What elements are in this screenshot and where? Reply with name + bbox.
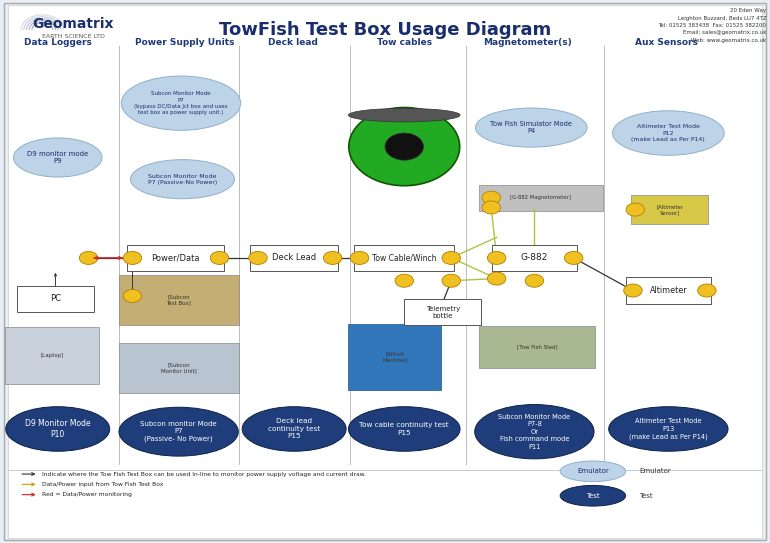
- Text: Subcon Monitor Mode
P7
(bypass DC/Data Jct box and uses
test box as power supply: Subcon Monitor Mode P7 (bypass DC/Data J…: [134, 91, 228, 115]
- Circle shape: [442, 274, 460, 287]
- Text: Indicate where the Tow Fish Test Box can be used In-line to monitor power supply: Indicate where the Tow Fish Test Box can…: [42, 471, 367, 477]
- Text: Emulator: Emulator: [639, 468, 671, 475]
- Text: Deck Lead: Deck Lead: [272, 254, 316, 262]
- FancyBboxPatch shape: [4, 3, 766, 540]
- Circle shape: [487, 251, 506, 264]
- Ellipse shape: [130, 160, 234, 199]
- FancyBboxPatch shape: [492, 245, 577, 271]
- FancyBboxPatch shape: [119, 343, 239, 393]
- Circle shape: [79, 251, 98, 264]
- Circle shape: [395, 274, 413, 287]
- Circle shape: [350, 251, 369, 264]
- Ellipse shape: [560, 461, 625, 482]
- Circle shape: [323, 251, 342, 264]
- Ellipse shape: [613, 111, 725, 155]
- Circle shape: [626, 203, 644, 216]
- Text: Subcon Monitor Mode
P7-8
Or
Fish command mode
P11: Subcon Monitor Mode P7-8 Or Fish command…: [498, 414, 571, 450]
- Text: Subcon Monitor Mode
P7 (Passive-No Power): Subcon Monitor Mode P7 (Passive-No Power…: [148, 174, 217, 185]
- Text: Test: Test: [586, 493, 600, 499]
- Text: 20 Eden Way
Leighton Buzzard, Beds LU7 4TZ
Tel: 01525 383438  Fax: 01525 382200
: 20 Eden Way Leighton Buzzard, Beds LU7 4…: [658, 8, 766, 43]
- Circle shape: [385, 133, 424, 160]
- FancyBboxPatch shape: [626, 277, 711, 304]
- Ellipse shape: [474, 405, 594, 459]
- FancyBboxPatch shape: [8, 5, 762, 470]
- Ellipse shape: [5, 407, 109, 451]
- Circle shape: [525, 274, 544, 287]
- Ellipse shape: [14, 138, 102, 177]
- FancyBboxPatch shape: [119, 275, 239, 325]
- Text: Data Loggers: Data Loggers: [24, 38, 92, 47]
- Text: [Subcon
Monitor Unit]: [Subcon Monitor Unit]: [161, 363, 196, 373]
- Ellipse shape: [560, 485, 625, 506]
- Text: [G-882 Magnetometer]: [G-882 Magnetometer]: [511, 195, 571, 200]
- FancyBboxPatch shape: [354, 245, 454, 271]
- Circle shape: [482, 201, 500, 214]
- FancyBboxPatch shape: [17, 286, 94, 312]
- Text: G-882: G-882: [521, 254, 548, 262]
- Circle shape: [123, 289, 142, 302]
- Text: EARTH SCIENCE LTD: EARTH SCIENCE LTD: [42, 34, 105, 40]
- Text: Altimeter Test Mode
P13
(make Lead as Per P14): Altimeter Test Mode P13 (make Lead as Pe…: [629, 418, 708, 440]
- Text: Telemetry
bottle: Telemetry bottle: [426, 306, 460, 319]
- Text: Deck lead
continuity test
P15: Deck lead continuity test P15: [268, 419, 320, 439]
- Text: PC: PC: [50, 294, 61, 303]
- Circle shape: [249, 251, 267, 264]
- Text: Deck lead: Deck lead: [268, 38, 317, 47]
- Text: Red = Data/Power monitoring: Red = Data/Power monitoring: [42, 492, 132, 497]
- FancyBboxPatch shape: [249, 245, 339, 271]
- Text: Subcon monitor Mode
P7
(Passive- No Power): Subcon monitor Mode P7 (Passive- No Powe…: [140, 421, 217, 443]
- Text: Tow cables: Tow cables: [377, 38, 432, 47]
- Text: [Winch
Machine]: [Winch Machine]: [382, 352, 407, 362]
- Circle shape: [482, 191, 500, 204]
- Text: [Subcon
Test Box]: [Subcon Test Box]: [166, 295, 191, 305]
- FancyBboxPatch shape: [348, 324, 441, 390]
- Ellipse shape: [242, 407, 346, 451]
- Text: Tow cable continuity test
P15: Tow cable continuity test P15: [360, 422, 449, 435]
- Circle shape: [487, 272, 506, 285]
- Text: [Tow Fish Sled]: [Tow Fish Sled]: [517, 344, 557, 350]
- Text: Altimeter: Altimeter: [650, 286, 687, 295]
- Ellipse shape: [122, 76, 240, 130]
- Ellipse shape: [609, 407, 728, 451]
- Text: Emulator: Emulator: [577, 468, 609, 475]
- Text: Tow Cable/Winch: Tow Cable/Winch: [372, 254, 437, 262]
- Text: [Laptop]: [Laptop]: [40, 353, 64, 358]
- Circle shape: [349, 108, 460, 186]
- Circle shape: [564, 251, 583, 264]
- Text: Test: Test: [639, 493, 653, 499]
- Text: Magnetometer(s): Magnetometer(s): [483, 38, 572, 47]
- Text: Geomatrix: Geomatrix: [32, 17, 114, 31]
- Text: D9 Monitor Mode
P10: D9 Monitor Mode P10: [25, 419, 91, 439]
- Text: Aux Sensors: Aux Sensors: [634, 38, 698, 47]
- FancyBboxPatch shape: [479, 326, 595, 368]
- FancyBboxPatch shape: [631, 195, 708, 224]
- Circle shape: [123, 251, 142, 264]
- FancyBboxPatch shape: [128, 245, 223, 271]
- Text: Data/Power input from Tow Fish Test Box: Data/Power input from Tow Fish Test Box: [42, 482, 164, 487]
- Circle shape: [442, 251, 460, 264]
- Ellipse shape: [119, 407, 239, 456]
- Circle shape: [624, 284, 642, 297]
- Text: TowFish Test Box Usage Diagram: TowFish Test Box Usage Diagram: [219, 21, 551, 39]
- Ellipse shape: [348, 407, 460, 451]
- Text: [Altimeter
Sensor]: [Altimeter Sensor]: [656, 204, 683, 215]
- FancyBboxPatch shape: [5, 327, 99, 384]
- Circle shape: [698, 284, 716, 297]
- Text: D9 monitor mode
P9: D9 monitor mode P9: [27, 151, 89, 164]
- Text: Power Supply Units: Power Supply Units: [135, 38, 235, 47]
- Text: Tow Fish Simulator Mode
P4: Tow Fish Simulator Mode P4: [490, 121, 572, 134]
- Ellipse shape: [348, 108, 460, 122]
- Ellipse shape: [475, 108, 587, 147]
- FancyBboxPatch shape: [8, 470, 762, 538]
- Text: Altimeter Test Mode
P12
(make Lead as Per P14): Altimeter Test Mode P12 (make Lead as Pe…: [631, 124, 705, 142]
- FancyBboxPatch shape: [479, 185, 603, 211]
- FancyBboxPatch shape: [404, 299, 481, 325]
- Circle shape: [210, 251, 229, 264]
- Text: Power/Data: Power/Data: [152, 254, 199, 262]
